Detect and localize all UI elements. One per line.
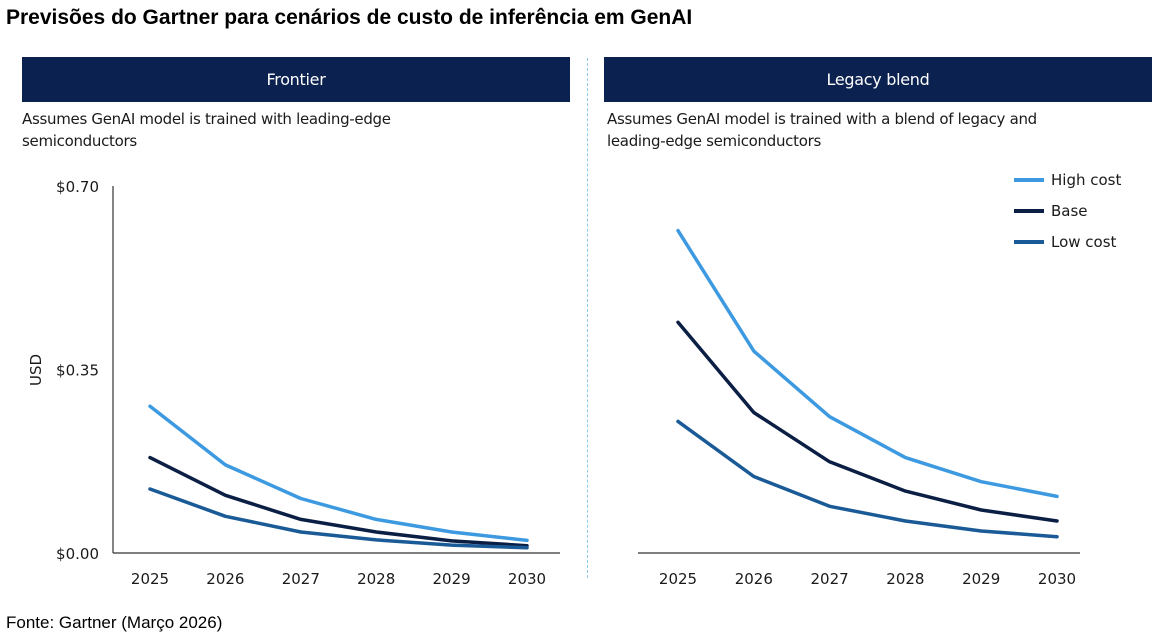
frontier-y-tick-label: $0.35 bbox=[56, 362, 99, 380]
legacy-blend-x-tick-label: 2025 bbox=[659, 570, 697, 588]
legacy-blend-panel-header: Legacy blend bbox=[604, 57, 1152, 102]
legacy-blend-chart: 2025 2026 2027 2028 2029 2030 bbox=[638, 228, 1080, 588]
legacy-blend-x-tick-label: 2028 bbox=[886, 570, 924, 588]
legacy-blend-x-tick-label: 2027 bbox=[811, 570, 849, 588]
legacy-blend-x-tick-label: 2030 bbox=[1038, 570, 1076, 588]
legend: High cost Base Low cost bbox=[1014, 171, 1121, 251]
legacy-blend-series-base-line bbox=[676, 320, 1059, 523]
frontier-x-tick-label: 2027 bbox=[282, 570, 320, 588]
frontier-panel-title: Frontier bbox=[266, 70, 326, 89]
frontier-panel-subtitle: Assumes GenAI model is trained with lead… bbox=[22, 110, 391, 150]
frontier-series-low-cost-line bbox=[148, 487, 529, 550]
legacy-blend-panel-title: Legacy blend bbox=[826, 70, 930, 89]
legend-label-high-cost: High cost bbox=[1051, 171, 1121, 189]
frontier-chart: $0.00 $0.35 $0.70 USD 2025 2026 2027 2028 2029 20… bbox=[27, 178, 560, 588]
legacy-blend-series-low-cost-line bbox=[676, 419, 1059, 539]
frontier-x-tick-label: 2026 bbox=[206, 570, 244, 588]
frontier-x-tick-label: 2028 bbox=[357, 570, 395, 588]
frontier-x-tick-label: 2029 bbox=[433, 570, 471, 588]
legend-label-low-cost: Low cost bbox=[1051, 233, 1117, 251]
legacy-blend-x-tick-label: 2029 bbox=[962, 570, 1000, 588]
page-title: Previsões do Gartner para cenários de cu… bbox=[6, 6, 693, 29]
source-note: Fonte: Gartner (Março 2026) bbox=[6, 613, 223, 632]
frontier-y-tick-label: $0.70 bbox=[56, 178, 99, 196]
frontier-series-high-cost-line bbox=[148, 404, 529, 543]
legacy-blend-x-tick-label: 2026 bbox=[735, 570, 773, 588]
legacy-blend-panel-subtitle: Assumes GenAI model is trained with a bl… bbox=[607, 110, 1037, 150]
frontier-panel-header: Frontier bbox=[22, 57, 570, 102]
frontier-y-axis-label: USD bbox=[27, 354, 45, 386]
frontier-x-tick-label: 2025 bbox=[131, 570, 169, 588]
legend-label-base: Base bbox=[1051, 202, 1088, 220]
panel-divider bbox=[587, 58, 588, 578]
frontier-x-tick-label: 2030 bbox=[508, 570, 546, 588]
legacy-blend-series-high-cost-line bbox=[676, 228, 1059, 499]
frontier-y-tick-label: $0.00 bbox=[56, 545, 99, 563]
frontier-series-base-line bbox=[148, 455, 529, 548]
